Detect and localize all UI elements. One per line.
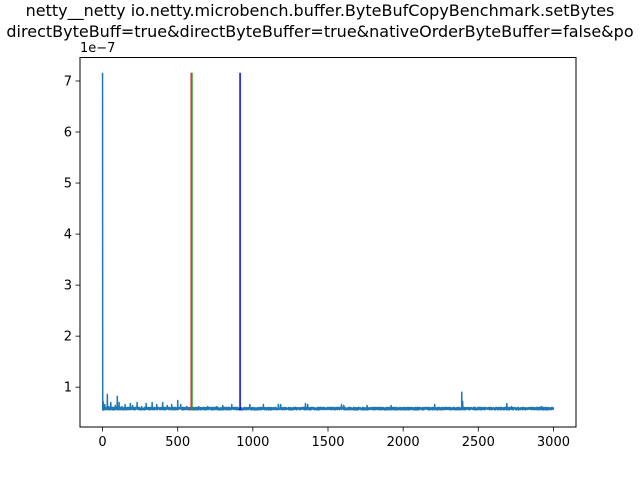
y-tick-label: 4 bbox=[64, 228, 72, 243]
y-tick-label: 6 bbox=[64, 126, 72, 141]
y-tick-label: 7 bbox=[64, 74, 72, 89]
chart-title-line-2: directByteBuff=true&directByteBuffer=tru… bbox=[6, 22, 633, 41]
y-offset-label: 1e−7 bbox=[80, 41, 115, 56]
y-tick-label: 2 bbox=[64, 330, 72, 345]
x-tick-label: 2500 bbox=[462, 435, 495, 450]
x-tick-label: 1000 bbox=[236, 435, 269, 450]
axes-frame bbox=[79, 57, 577, 428]
x-tick-label: 2000 bbox=[387, 435, 420, 450]
series-line-0 bbox=[101, 72, 555, 411]
plot-area bbox=[101, 72, 555, 411]
y-tick-label: 3 bbox=[64, 279, 72, 294]
x-tick-label: 1500 bbox=[311, 435, 344, 450]
x-axis: 0 500 1000 1500 2000 2500 3000 bbox=[98, 427, 570, 450]
x-tick-label: 3000 bbox=[537, 435, 570, 450]
x-tick-label: 0 bbox=[98, 435, 106, 450]
y-tick-label: 5 bbox=[64, 177, 72, 192]
y-axis: 1 2 3 4 5 6 7 bbox=[64, 74, 80, 396]
x-tick-label: 500 bbox=[165, 435, 190, 450]
y-tick-label: 1 bbox=[64, 381, 72, 396]
chart-title-line-1: netty__netty io.netty.microbench.buffer.… bbox=[26, 1, 615, 21]
